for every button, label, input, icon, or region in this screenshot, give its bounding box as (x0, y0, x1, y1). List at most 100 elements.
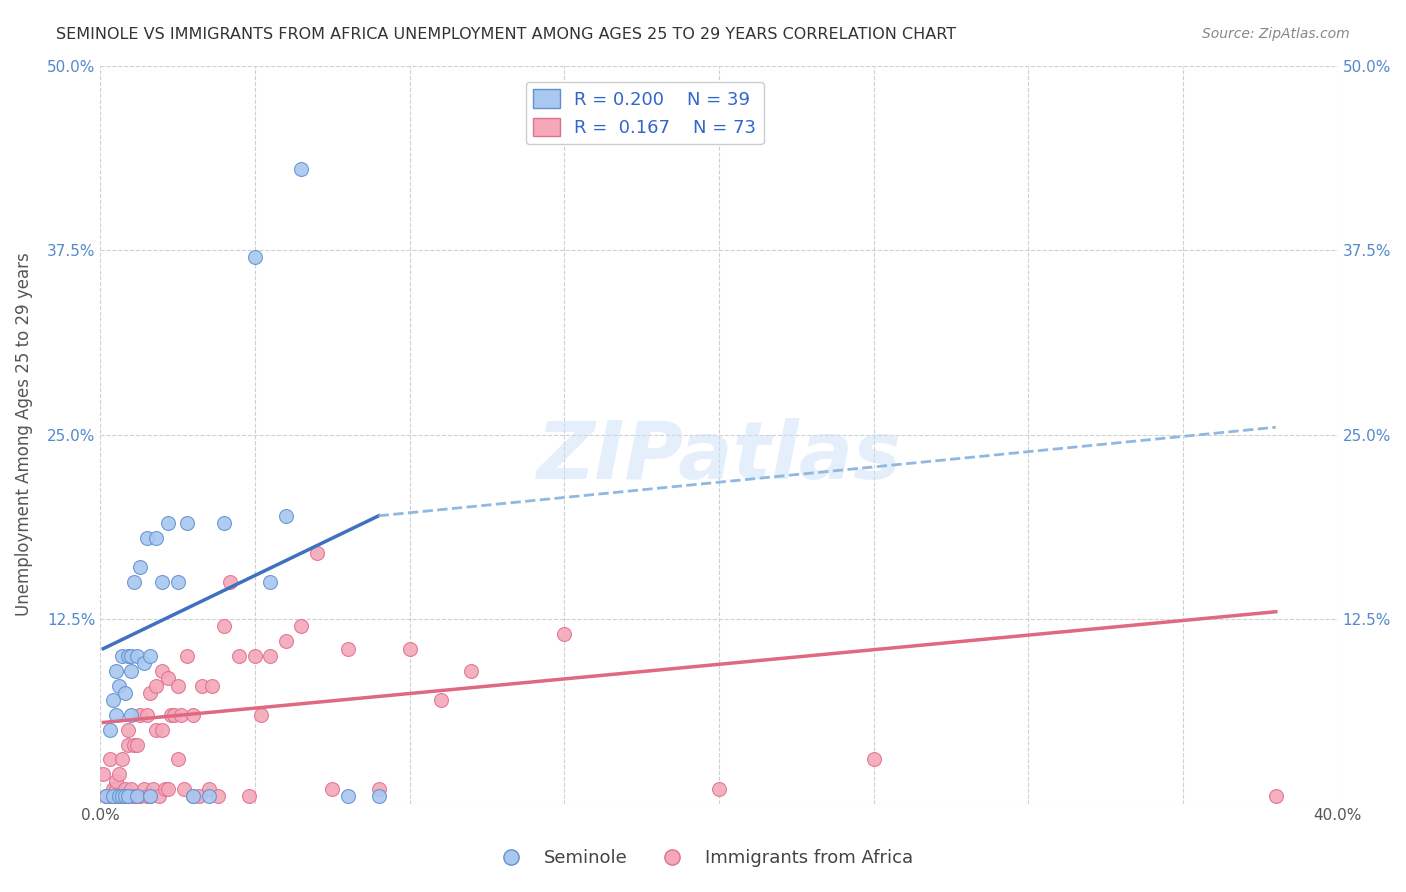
Point (111, 648, 134, 663)
Point (155, 781, 177, 796)
Point (197, 781, 219, 796)
Point (212, 619, 235, 633)
Point (367, 789, 389, 804)
Point (101, 789, 124, 804)
Point (108, 767, 131, 781)
Point (142, 781, 165, 796)
Point (120, 789, 142, 804)
Point (139, 789, 162, 804)
Point (104, 708, 127, 723)
Point (120, 664, 142, 678)
Point (170, 708, 193, 723)
Point (321, 781, 343, 796)
Point (707, 781, 730, 796)
Point (129, 560, 152, 574)
Point (145, 531, 167, 545)
Point (132, 781, 155, 796)
Point (117, 738, 139, 752)
Point (104, 789, 127, 804)
Point (101, 789, 124, 804)
Point (135, 531, 157, 545)
Point (135, 708, 157, 723)
Point (201, 679, 224, 693)
Point (305, 546, 328, 560)
Point (212, 516, 235, 531)
Point (188, 789, 211, 804)
Point (243, 251, 266, 265)
Point (243, 648, 266, 663)
Point (120, 781, 142, 796)
Point (101, 693, 124, 707)
Point (181, 708, 204, 723)
Point (104, 664, 127, 678)
Point (127, 738, 149, 752)
Point (150, 723, 173, 737)
Point (173, 781, 195, 796)
Point (181, 789, 204, 804)
Point (1264, 789, 1286, 804)
Point (336, 789, 359, 804)
Point (114, 789, 136, 804)
Point (145, 723, 167, 737)
Point (139, 686, 162, 700)
Point (96, 789, 118, 804)
Point (124, 575, 146, 590)
Point (259, 575, 281, 590)
Point (228, 648, 250, 663)
Point (104, 781, 127, 796)
Point (114, 789, 136, 804)
Point (166, 752, 188, 766)
Point (117, 648, 139, 663)
Point (274, 634, 297, 648)
Point (460, 664, 482, 678)
Point (93, 767, 115, 781)
Point (290, 619, 312, 633)
Point (127, 648, 149, 663)
Point (98, 789, 121, 804)
Point (398, 641, 420, 656)
Legend: R = 0.200    N = 39, R =  0.167    N = 73: R = 0.200 N = 39, R = 0.167 N = 73 (526, 82, 763, 145)
Point (111, 789, 134, 804)
Point (120, 648, 142, 663)
Point (367, 781, 389, 796)
Point (259, 648, 281, 663)
Point (163, 708, 186, 723)
Text: Source: ZipAtlas.com: Source: ZipAtlas.com (1202, 27, 1350, 41)
Point (145, 679, 167, 693)
Point (219, 575, 242, 590)
Point (117, 789, 139, 804)
Point (104, 774, 127, 789)
Point (114, 781, 136, 796)
Point (207, 789, 229, 804)
Point (157, 671, 180, 685)
Text: ZIPatlas: ZIPatlas (537, 417, 901, 496)
Point (181, 789, 204, 804)
Point (124, 738, 146, 752)
Point (132, 657, 155, 671)
Point (129, 708, 152, 723)
Point (150, 575, 173, 590)
Point (139, 648, 162, 663)
Y-axis label: Unemployment Among Ages 25 to 29 years: Unemployment Among Ages 25 to 29 years (15, 252, 32, 616)
Point (117, 723, 139, 737)
Point (553, 627, 575, 641)
Point (127, 789, 149, 804)
Point (250, 708, 273, 723)
Point (238, 789, 260, 804)
Point (336, 641, 359, 656)
Point (127, 789, 149, 804)
Point (274, 508, 297, 523)
Point (108, 789, 131, 804)
Point (191, 679, 214, 693)
Point (111, 752, 134, 766)
Point (148, 789, 170, 804)
Point (157, 516, 180, 531)
Point (157, 781, 180, 796)
Point (429, 693, 451, 707)
Point (160, 708, 183, 723)
Point (96, 789, 118, 804)
Point (176, 516, 198, 531)
Point (150, 664, 173, 678)
Point (111, 789, 134, 804)
Point (166, 679, 188, 693)
